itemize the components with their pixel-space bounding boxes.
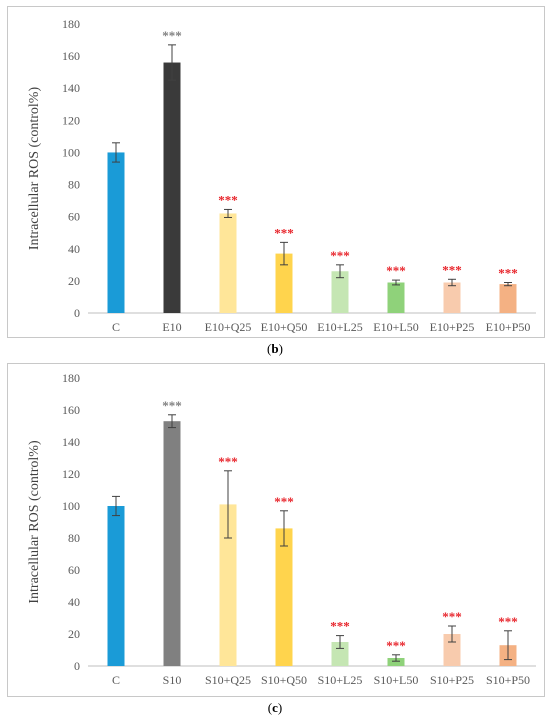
bar-e10-l25 — [331, 271, 349, 313]
significance-label: *** — [386, 263, 406, 278]
significance-label: *** — [442, 609, 462, 624]
y-tick-label: 160 — [62, 403, 80, 417]
bar-e10 — [163, 62, 181, 314]
y-tick-label: 40 — [68, 595, 80, 609]
y-tick-label: 80 — [68, 531, 80, 545]
y-tick-label: 20 — [68, 274, 80, 288]
y-tick-label: 120 — [62, 467, 80, 481]
x-tick-label: E10+Q50 — [261, 320, 308, 334]
significance-label: *** — [442, 262, 462, 277]
y-axis-label: Intracellular ROS (control%) — [27, 440, 42, 604]
bar-e10-p50 — [499, 284, 517, 313]
bar-e10-q50 — [275, 253, 293, 313]
y-tick-label: 0 — [74, 659, 80, 673]
bar-e10-q25 — [219, 213, 237, 313]
significance-label: *** — [162, 28, 182, 43]
y-tick-label: 0 — [74, 306, 80, 320]
bar-e10-l50 — [387, 282, 405, 313]
significance-label: *** — [330, 248, 350, 263]
significance-label: *** — [274, 225, 294, 240]
x-tick-label: E10 — [162, 320, 181, 334]
y-tick-label: 20 — [68, 627, 80, 641]
significance-label: *** — [498, 614, 518, 629]
bar-e10-p25 — [443, 282, 461, 313]
chart-panel-b: 0 20 40 60 80 100 120 140 160 180 Intracellular RO… — [7, 6, 545, 338]
y-tick-label: 100 — [62, 145, 80, 159]
x-tick-label: S10+L50 — [374, 673, 419, 687]
bar-c — [107, 152, 125, 313]
y-tick-label: 140 — [62, 81, 80, 95]
bar-chart-c: 0 20 40 60 80 100 120 140 160 180 Intracellular RO… — [27, 371, 536, 687]
y-tick-label: 180 — [62, 17, 80, 31]
x-tick-label: E10+Q25 — [205, 320, 252, 334]
y-tick-label: 180 — [62, 371, 80, 385]
bar-s10-l25 — [331, 642, 349, 666]
chart-panel-c: 0 20 40 60 80 100 120 140 160 180 Intracellular RO… — [7, 363, 545, 697]
x-tick-label: C — [112, 673, 120, 687]
caption-b: (b) — [267, 341, 283, 356]
y-tick-label: 60 — [68, 563, 80, 577]
x-tick-label: E10+L50 — [373, 320, 418, 334]
y-axis-label: Intracellular ROS (control%) — [27, 87, 42, 251]
bar-s10-q25 — [219, 504, 237, 666]
x-tick-label: S10+L25 — [318, 673, 363, 687]
x-tick-label: E10+P25 — [430, 320, 475, 334]
significance-label: *** — [162, 398, 182, 413]
significance-label: *** — [498, 265, 518, 280]
x-tick-label: S10+P50 — [486, 673, 530, 687]
x-tick-label: C — [112, 320, 120, 334]
bar-s10 — [163, 421, 181, 666]
y-tick-label: 40 — [68, 242, 80, 256]
y-tick-label: 140 — [62, 435, 80, 449]
bar-s10-q50 — [275, 528, 293, 666]
bar-chart-b: 0 20 40 60 80 100 120 140 160 180 Intracellular RO… — [27, 17, 536, 334]
x-tick-label: E10+P50 — [486, 320, 531, 334]
significance-label: *** — [218, 192, 238, 207]
y-tick-label: 160 — [62, 49, 80, 63]
bar-s10-l50 — [387, 658, 405, 666]
x-tick-label: S10+Q50 — [261, 673, 307, 687]
caption-c: (c) — [267, 700, 283, 715]
bar-c — [107, 506, 125, 666]
x-tick-label: S10+P25 — [430, 673, 474, 687]
y-tick-label: 100 — [62, 499, 80, 513]
x-tick-label: E10+L25 — [317, 320, 362, 334]
y-tick-label: 60 — [68, 210, 80, 224]
x-tick-label: S10+Q25 — [205, 673, 251, 687]
significance-label: *** — [330, 619, 350, 634]
significance-label: *** — [274, 494, 294, 509]
y-tick-label: 80 — [68, 178, 80, 192]
y-tick-label: 120 — [62, 113, 80, 127]
significance-label: *** — [218, 454, 238, 469]
significance-label: *** — [386, 638, 406, 653]
bar-s10-p25 — [443, 634, 461, 666]
x-tick-label: S10 — [163, 673, 182, 687]
